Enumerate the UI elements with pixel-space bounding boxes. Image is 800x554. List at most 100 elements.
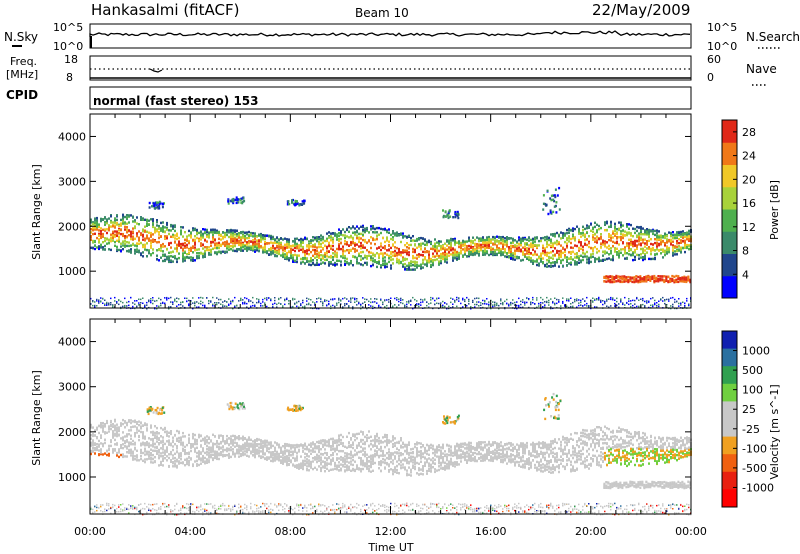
scatter-cell: [687, 275, 690, 279]
scatter-cell: [412, 257, 414, 260]
scatter-cell: [666, 235, 668, 238]
scatter-cell: [116, 423, 118, 426]
scatter-cell: [200, 238, 202, 241]
scatter-cell: [672, 296, 674, 299]
scatter-cell: [152, 297, 154, 299]
scatter-cell: [254, 245, 256, 248]
scatter-cell: [626, 244, 628, 248]
scatter-cell: [188, 299, 190, 302]
scatter-cell: [668, 300, 670, 302]
scatter-cell: [354, 233, 356, 236]
scatter-cell: [352, 225, 354, 228]
scatter-cell: [198, 237, 200, 241]
scatter-cell: [106, 237, 108, 241]
scatter-cell: [520, 241, 522, 245]
scatter-cell: [254, 232, 256, 235]
scatter-cell: [298, 244, 300, 247]
scatter-cell: [468, 298, 470, 301]
scatter-cell: [580, 254, 582, 257]
scatter-cell: [638, 299, 640, 301]
scatter-cell: [620, 221, 622, 224]
scatter-cell: [386, 262, 388, 265]
scatter-cell: [174, 234, 176, 237]
scatter-cell: [288, 250, 290, 253]
scatter-cell: [516, 301, 518, 303]
scatter-cell: [504, 255, 506, 258]
scatter-cell: [588, 225, 590, 228]
scatter-cell: [186, 235, 188, 238]
scatter-cell: [610, 234, 612, 237]
scatter-cell: [574, 236, 576, 239]
scatter-cell: [442, 245, 444, 248]
scatter-cell: [152, 218, 154, 221]
scatter-cell: [160, 227, 162, 230]
scatter-cell: [454, 243, 456, 246]
scatter-cell: [438, 254, 440, 258]
scatter-cell: [250, 233, 252, 236]
scatter-cell: [136, 305, 138, 308]
scatter-cell: [134, 420, 136, 424]
scatter-cell: [112, 433, 114, 437]
scatter-cell: [174, 224, 176, 227]
scatter-cell: [665, 279, 668, 282]
scatter-cell: [346, 243, 348, 246]
scatter-cell: [614, 299, 616, 301]
scatter-cell: [422, 250, 424, 254]
scatter-cell: [158, 259, 160, 262]
scatter-cell: [188, 303, 190, 305]
scatter-cell: [126, 421, 128, 425]
scatter-cell: [170, 223, 172, 227]
scatter-cell: [432, 261, 434, 264]
scatter-cell: [594, 257, 596, 260]
scatter-cell: [128, 241, 130, 244]
scatter-cell: [660, 236, 662, 239]
scatter-cell: [258, 240, 260, 243]
scatter-cell: [330, 235, 332, 238]
scatter-cell: [100, 451, 102, 454]
scatter-cell: [408, 300, 410, 302]
scatter-cell: [538, 263, 540, 266]
scatter-cell: [464, 304, 466, 306]
scatter-cell: [622, 303, 624, 306]
scatter-cell: [550, 256, 552, 259]
scatter-cell: [236, 232, 238, 236]
scatter-cell: [452, 256, 454, 259]
scatter-cell: [500, 302, 502, 305]
scatter-cell: [652, 304, 654, 306]
scatter-cell: [90, 441, 92, 445]
scatter-cell: [564, 304, 566, 306]
scatter-cell: [106, 219, 108, 223]
scatter-cell: [96, 219, 98, 222]
scatter-cell: [270, 250, 272, 254]
scatter-cell: [606, 222, 608, 225]
scatter-cell: [664, 253, 666, 257]
scatter-cell: [156, 305, 158, 307]
scatter-cell: [328, 250, 330, 253]
scatter-cell: [388, 260, 390, 264]
scatter-cell: [482, 238, 484, 242]
scatter-cell: [464, 298, 466, 301]
scatter-cell: [342, 245, 344, 248]
scatter-cell: [484, 241, 486, 244]
scatter-cell: [652, 257, 654, 261]
scatter-cell: [574, 256, 576, 259]
scatter-cell: [90, 218, 92, 221]
scatter-cell: [682, 246, 684, 250]
scatter-cell: [224, 233, 226, 236]
scatter-cell: [604, 302, 606, 305]
scatter-cell: [94, 244, 96, 247]
scatter-cell: [458, 253, 460, 257]
scatter-cell: [206, 240, 208, 243]
scatter-cell: [644, 245, 646, 248]
scatter-cell: [664, 242, 666, 245]
scatter-cell: [334, 298, 336, 300]
scatter-cell: [180, 229, 182, 232]
scatter-cell: [314, 252, 316, 255]
scatter-cell: [360, 303, 362, 306]
scatter-cell: [132, 242, 134, 246]
scatter-cell: [122, 446, 124, 450]
scatter-cell: [202, 301, 204, 304]
scatter-cell: [518, 256, 520, 260]
scatter-cell: [674, 250, 676, 253]
scatter-cell: [648, 301, 650, 303]
